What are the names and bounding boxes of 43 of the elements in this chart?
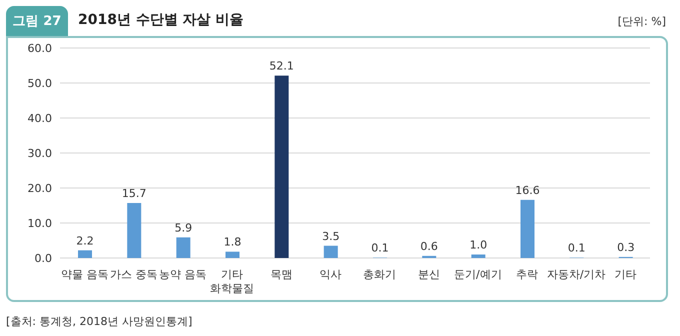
y-tick-label: 10.0 xyxy=(28,216,52,230)
x-tick-label: 추락 xyxy=(516,268,538,281)
data-label: 0.6 xyxy=(420,240,438,253)
text: [출처: 통계청, 2018년 사망원인통계] xyxy=(6,314,192,329)
data-label: 0.3 xyxy=(617,240,635,254)
x-tick-label: 총화기 xyxy=(363,268,396,281)
data-label: 16.6 xyxy=(515,184,540,197)
data-label: 5.9 xyxy=(174,221,192,234)
x-tick-label: 분신 xyxy=(418,268,440,281)
y-tick-label: 60.0 xyxy=(28,42,52,55)
x-tick-label: 기타 xyxy=(614,268,636,281)
y-tick-label: 0.0 xyxy=(34,252,52,265)
bar xyxy=(176,237,190,258)
bar xyxy=(78,250,92,258)
header-tab: 그림 27 xyxy=(6,6,68,36)
x-tick-label: 익사 xyxy=(319,268,342,281)
bar xyxy=(324,246,338,258)
bar xyxy=(471,254,486,258)
x-tick-label: 농약 음독 xyxy=(159,268,207,281)
y-tick-label: 50.0 xyxy=(28,76,52,90)
x-tick-label: 자동차/기차 xyxy=(546,268,606,281)
data-label: 0.1 xyxy=(568,242,586,255)
x-tick-label: 가스 중독 xyxy=(110,268,158,281)
x-tick-label: 둔기/예기 xyxy=(454,268,502,281)
data-label: 1.0 xyxy=(470,238,488,252)
y-axis-title: [단위: %] xyxy=(618,14,666,29)
bar xyxy=(520,200,534,258)
chart-title: 2018년 수단별 자살 비율 xyxy=(78,11,244,29)
data-label: 52.1 xyxy=(269,60,294,73)
data-label: 15.7 xyxy=(122,187,146,200)
x-tick-label: 기타 화학물질 xyxy=(210,268,254,295)
bar xyxy=(226,252,240,258)
y-tick-label: 30.0 xyxy=(28,146,52,160)
data-label: 1.8 xyxy=(224,236,242,249)
data-label: 3.5 xyxy=(322,230,340,243)
x-tick-label: 목맴 xyxy=(270,268,292,281)
y-tick-label: 20.0 xyxy=(28,182,52,195)
x-tick-label: 약물 음독 xyxy=(60,268,108,281)
data-label: 0.1 xyxy=(371,242,389,255)
y-tick-label: 40.0 xyxy=(28,112,52,125)
bar xyxy=(274,76,289,258)
data-label: 2.2 xyxy=(76,234,94,248)
bar xyxy=(127,203,142,258)
